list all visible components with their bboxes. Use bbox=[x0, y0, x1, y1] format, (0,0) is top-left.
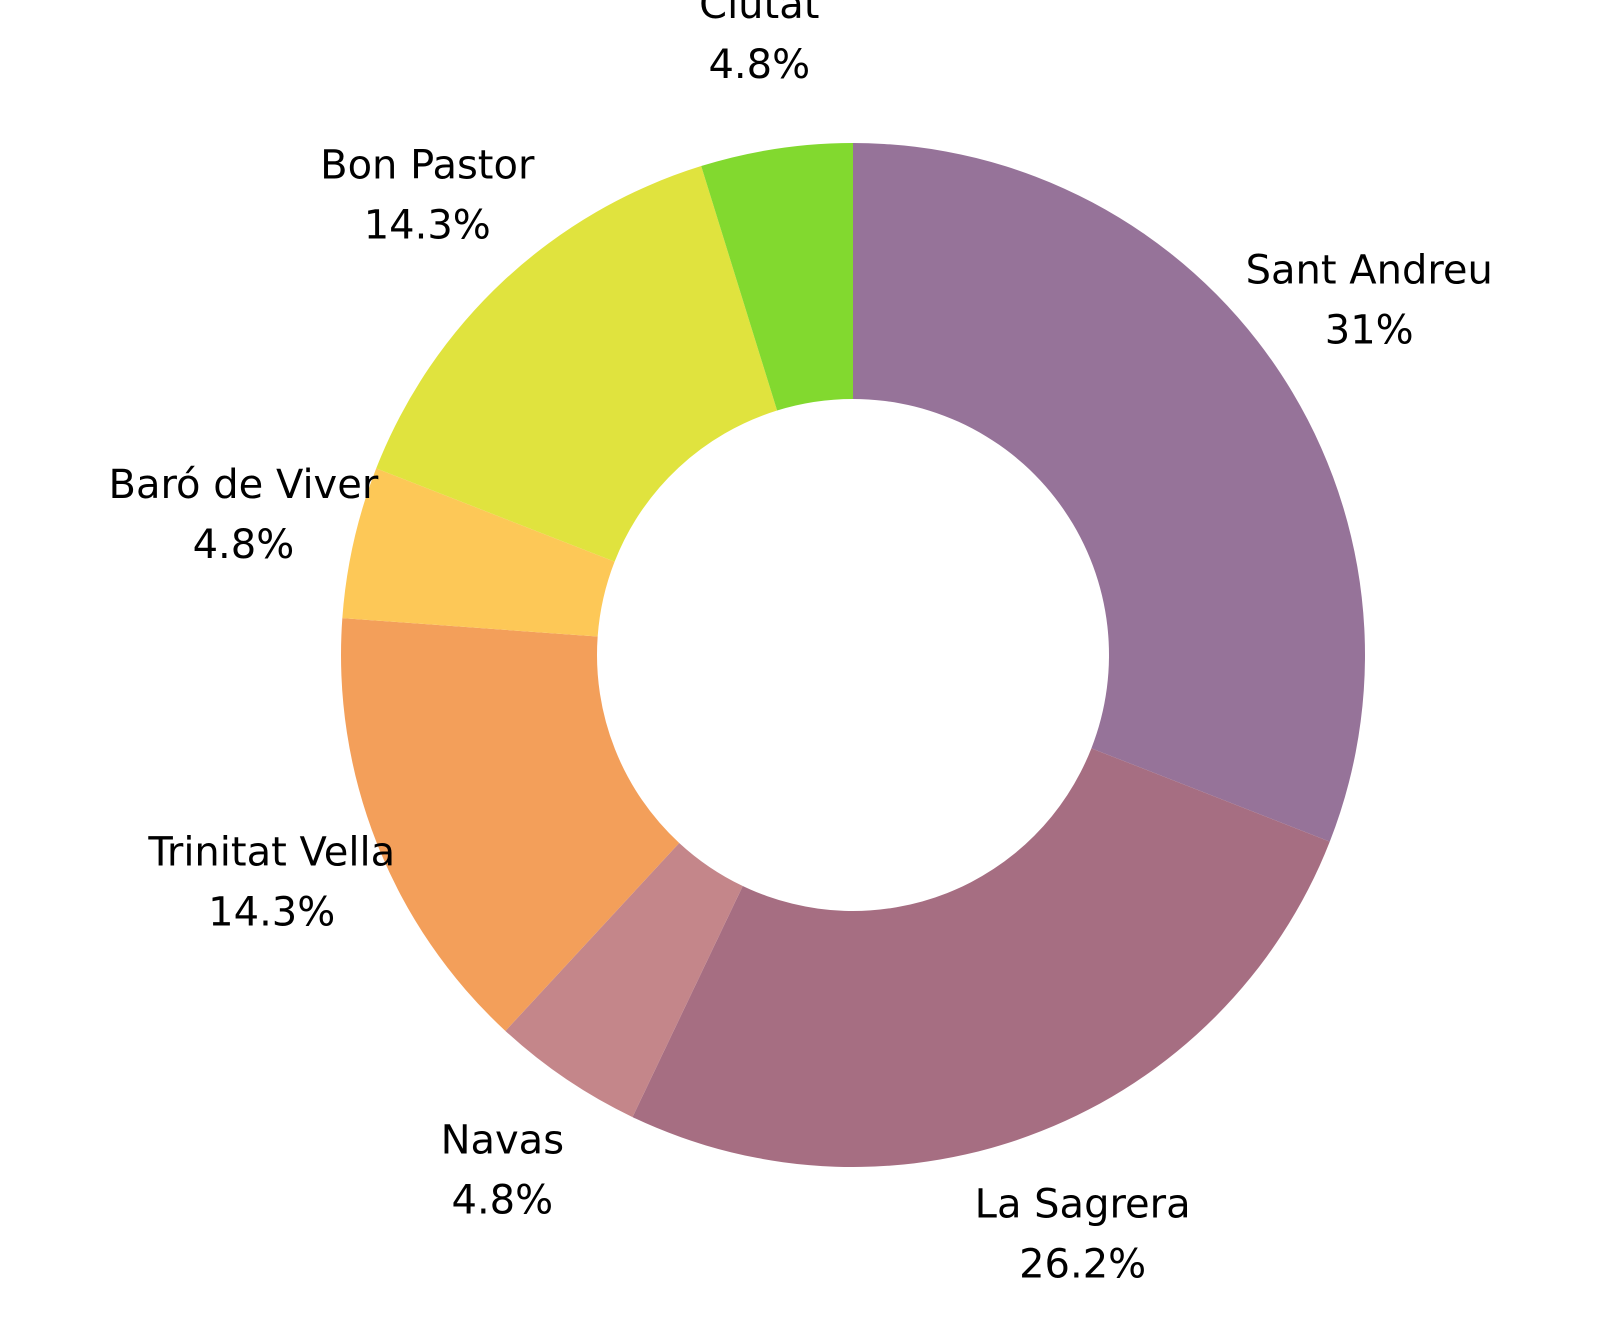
slice-value-label: 4.8% bbox=[452, 1177, 554, 1223]
slice-value-label: 4.8% bbox=[193, 522, 295, 568]
slice-label: Bon Pastor bbox=[320, 142, 535, 188]
slice-value-label: 31% bbox=[1325, 308, 1414, 354]
slice-value-label: 26.2% bbox=[1019, 1241, 1146, 1287]
donut-slice bbox=[376, 166, 778, 562]
donut-slice bbox=[505, 842, 743, 1118]
slice-value-label: 4.8% bbox=[708, 42, 810, 88]
slice-value-label: 14.3% bbox=[364, 202, 491, 248]
slice-label: La Sagrera bbox=[975, 1181, 1191, 1227]
slice-label: Baró de Viver bbox=[109, 462, 379, 508]
slice-label: Sant Andreu bbox=[1246, 248, 1493, 294]
donut-slice bbox=[342, 468, 615, 637]
donut-slice bbox=[341, 618, 680, 1031]
slice-label: Trinitat Vella bbox=[147, 830, 395, 876]
slice-value-label: 14.3% bbox=[208, 890, 335, 936]
donut-slice bbox=[701, 143, 853, 411]
slice-label: Navas bbox=[441, 1117, 564, 1163]
donut-slice bbox=[632, 748, 1330, 1168]
donut-slice bbox=[853, 143, 1365, 842]
slice-label: Ciutat bbox=[699, 0, 819, 28]
